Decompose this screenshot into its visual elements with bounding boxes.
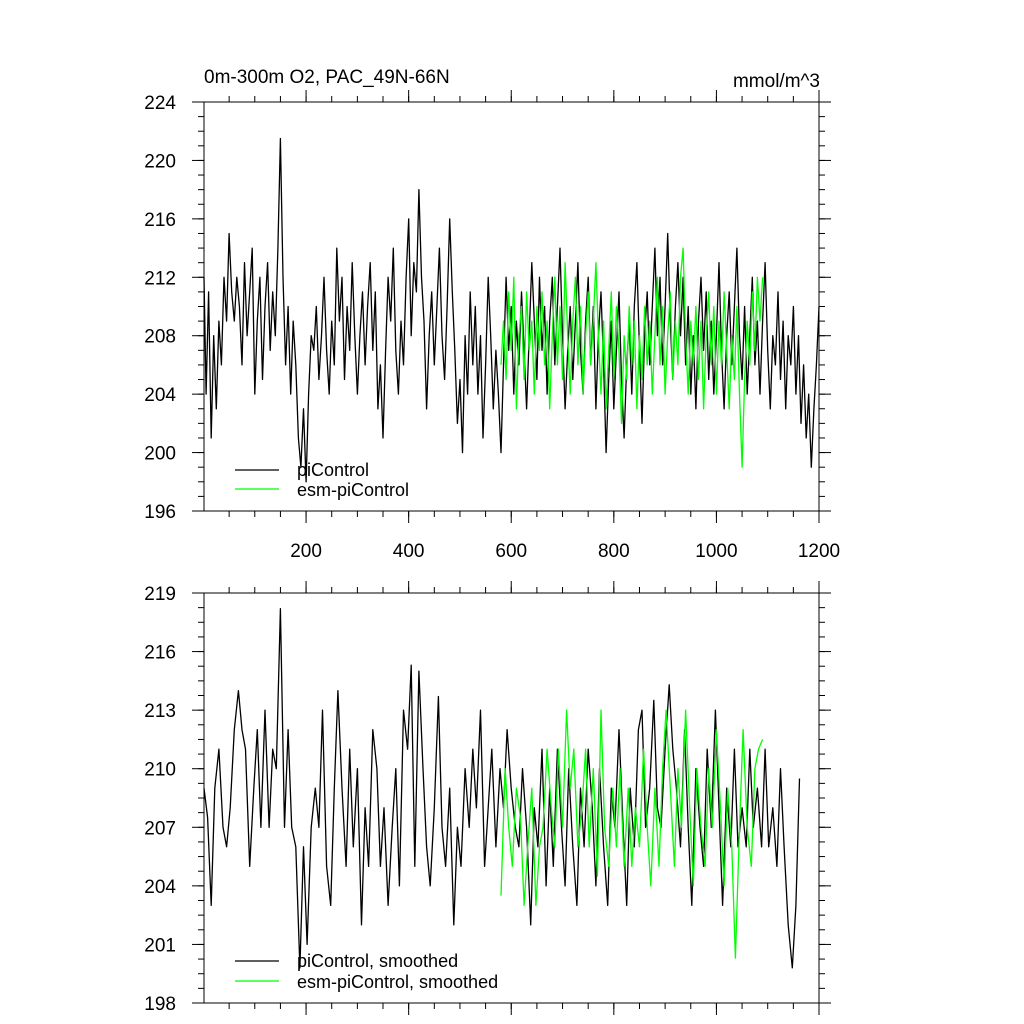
y-tick-label: 208	[144, 327, 176, 348]
y-tick-label: 220	[144, 151, 176, 172]
y-tick-label: 212	[144, 268, 176, 289]
units-label: mmol/m^3	[733, 71, 820, 92]
legend-label-esm-picontrol: esm-piControl	[297, 480, 409, 500]
x-tick-label: 1000	[695, 541, 737, 562]
x-tick-label: 1200	[798, 541, 840, 562]
y-tick-label: 224	[144, 93, 176, 114]
x-tick-label: 800	[598, 541, 630, 562]
legend-label-picontrol-smoothed: piControl, smoothed	[297, 951, 458, 971]
y-tick-label: 196	[144, 502, 176, 523]
plot-area-frame	[203, 101, 820, 512]
legend-label-picontrol: piControl	[297, 460, 369, 480]
y-tick-label: 198	[144, 994, 176, 1015]
y-tick-label: 210	[144, 760, 176, 781]
y-tick-label: 219	[144, 584, 176, 605]
y-tick-label: 216	[144, 643, 176, 664]
legend: piControl esm-piControl	[235, 460, 409, 500]
y-tick-label: 204	[144, 385, 176, 406]
legend-label-esm-picontrol-smoothed: esm-piControl, smoothed	[297, 972, 498, 992]
y-tick-label: 216	[144, 210, 176, 231]
series-line-esm-picontrol-smoothed	[500, 709, 764, 959]
y-tick-label: 213	[144, 701, 176, 722]
x-tick-label: 400	[393, 541, 425, 562]
y-tick-label: 201	[144, 935, 176, 956]
legend-smoothed: piControl, smoothed esm-piControl, smoot…	[235, 951, 498, 992]
series-line-esm-picontrol	[500, 247, 764, 468]
plot-area-frame-smoothed	[203, 592, 820, 1004]
series-line-picontrol-smoothed	[203, 607, 801, 969]
series-line-picontrol	[203, 137, 820, 483]
y-tick-label: 207	[144, 818, 176, 839]
x-tick-label: 200	[290, 541, 322, 562]
top-panel: 0m-300m O2, PAC_49N-66N mmol/m^3 196 200 2…	[144, 67, 840, 562]
x-tick-label: 600	[495, 541, 527, 562]
y-tick-label: 204	[144, 877, 176, 898]
bottom-panel: 198 201 204 207 210 213 216 219 piControl, smoo…	[144, 581, 831, 1015]
chart-title: 0m-300m O2, PAC_49N-66N	[204, 67, 450, 88]
y-tick-label: 200	[144, 444, 176, 465]
